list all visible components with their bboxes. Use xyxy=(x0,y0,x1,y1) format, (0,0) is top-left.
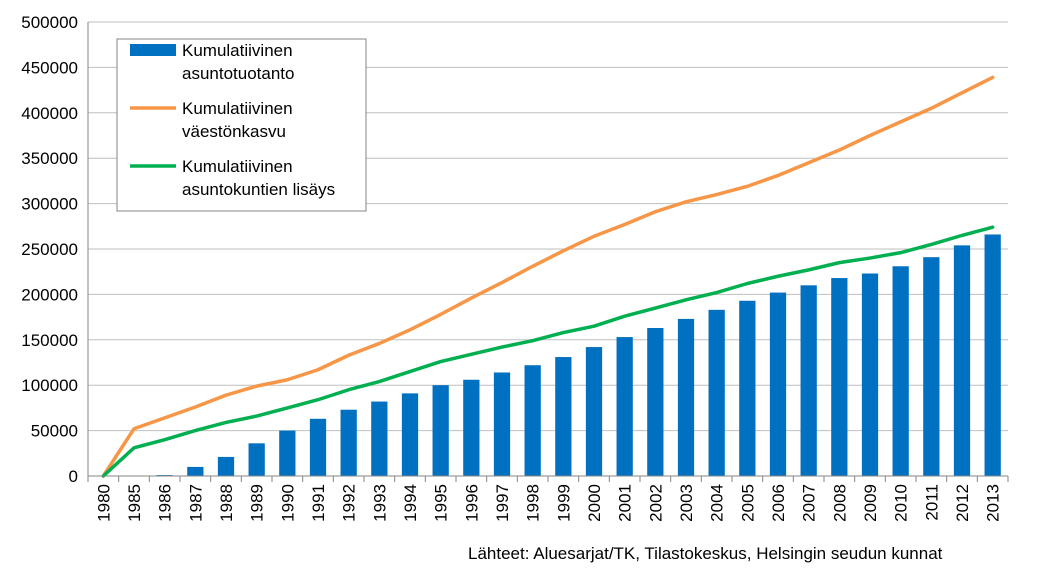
x-tick-label: 2006 xyxy=(769,484,788,522)
bar xyxy=(279,430,296,476)
bar xyxy=(861,273,879,476)
legend-swatch-bar xyxy=(130,44,176,56)
x-tick-label: 2013 xyxy=(984,484,1003,522)
x-tick-label: 2007 xyxy=(800,484,819,522)
y-tick-label: 0 xyxy=(69,467,78,486)
x-tick-label: 1994 xyxy=(401,484,420,522)
bar xyxy=(309,418,327,476)
y-tick-label: 150000 xyxy=(21,331,78,350)
legend-box xyxy=(116,38,367,212)
bar xyxy=(892,266,909,476)
bar xyxy=(831,278,848,476)
x-tick-label: 2012 xyxy=(953,484,972,522)
bar xyxy=(984,234,1001,476)
bar xyxy=(187,466,204,476)
bar xyxy=(739,300,756,476)
x-tick-label: 1990 xyxy=(278,484,297,522)
bar xyxy=(248,443,265,476)
x-tick-label: 1986 xyxy=(156,484,175,522)
bar xyxy=(769,292,787,476)
legend-label: Kumulatiivinen xyxy=(182,157,293,176)
x-tick-label: 1988 xyxy=(217,484,236,522)
line-series xyxy=(101,75,995,478)
bar xyxy=(953,245,971,476)
x-tick-label: 1999 xyxy=(554,484,573,522)
y-tick-label: 350000 xyxy=(21,149,78,168)
y-tick-labels: 0 50000 100000 150000 200000 250000 300000 3500… xyxy=(21,13,78,486)
x-tick-label: 1991 xyxy=(309,484,328,522)
legend-label: väestönkasvu xyxy=(182,122,286,141)
x-tick-label: 2008 xyxy=(830,484,849,522)
x-tick-label: 1989 xyxy=(248,484,267,522)
x-tick-label: 1980 xyxy=(94,484,113,522)
x-tick-label: 2010 xyxy=(892,484,911,522)
y-tick-label: 50000 xyxy=(31,422,78,441)
legend-label: asuntotuotanto xyxy=(182,64,294,83)
bar xyxy=(585,347,603,476)
bar xyxy=(923,257,940,476)
bar xyxy=(524,365,541,476)
bar xyxy=(401,393,419,476)
bar xyxy=(677,318,695,476)
x-tick-label: 2003 xyxy=(677,484,696,522)
source-note: Lähteet: Aluesarjat/TK, Tilastokeskus, H… xyxy=(468,544,943,563)
legend-label: Kumulatiivinen xyxy=(182,41,293,60)
x-tick-label: 2011 xyxy=(922,484,941,521)
population-growth-line xyxy=(101,75,995,478)
x-tick-label: 2004 xyxy=(708,484,727,522)
axes xyxy=(87,22,1009,482)
y-tick-label: 200000 xyxy=(21,285,78,304)
bar xyxy=(371,401,388,476)
bar xyxy=(463,379,480,476)
y-tick-label: 100000 xyxy=(21,376,78,395)
x-tick-label: 1985 xyxy=(125,484,144,522)
y-tick-label: 450000 xyxy=(21,58,78,77)
x-tick-label: 1998 xyxy=(524,484,543,522)
x-tick-label: 1995 xyxy=(432,484,451,522)
x-tick-label: 1997 xyxy=(493,484,512,522)
x-tick-label: 2000 xyxy=(585,484,604,522)
bar xyxy=(555,357,572,476)
x-tick-label: 1996 xyxy=(462,484,481,522)
y-tick-label: 500000 xyxy=(21,13,78,32)
bar xyxy=(647,327,664,476)
bar xyxy=(616,337,633,476)
bar xyxy=(708,309,725,476)
y-tick-label: 400000 xyxy=(21,104,78,123)
bar xyxy=(340,409,357,476)
x-tick-label: 2001 xyxy=(616,484,635,522)
y-tick-label: 250000 xyxy=(21,240,78,259)
legend-label: asuntokuntien lisäys xyxy=(182,180,335,199)
household-increase-line xyxy=(101,225,995,478)
x-tick-label: 2005 xyxy=(738,484,757,522)
bar xyxy=(800,285,817,476)
bar-series xyxy=(156,234,1001,476)
bar xyxy=(493,372,511,476)
x-tick-label: 2002 xyxy=(646,484,665,522)
legend: Kumulatiivinen asuntotuotanto Kumulatiivin… xyxy=(116,38,367,212)
bar xyxy=(432,385,449,476)
y-tick-label: 300000 xyxy=(21,195,78,214)
bar xyxy=(217,456,235,476)
legend-label: Kumulatiivinen xyxy=(182,99,293,118)
x-tick-label: 1993 xyxy=(370,484,389,522)
x-tick-labels: 1980 1985 1986 1987 1988 1989 1990 1991 1992 1993… xyxy=(94,484,1002,522)
x-tick-label: 1987 xyxy=(186,484,205,522)
x-tick-label: 2009 xyxy=(861,484,880,522)
x-tick-label: 1992 xyxy=(340,484,359,522)
